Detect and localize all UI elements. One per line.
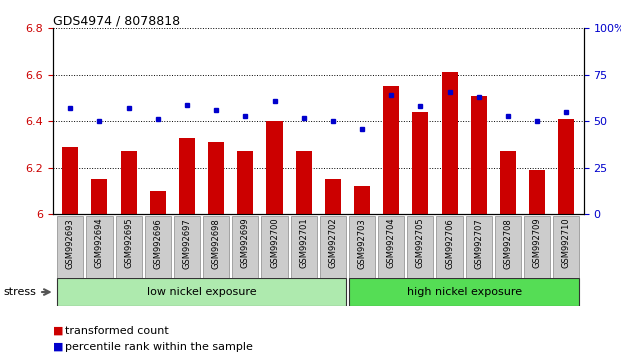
Bar (354, 186, 370, 214)
Bar (349, 278, 579, 306)
Bar (203, 216, 229, 278)
Text: GSM992707: GSM992707 (474, 218, 483, 269)
Text: GSM992710: GSM992710 (562, 218, 571, 268)
Text: GSM992696: GSM992696 (153, 218, 162, 269)
Bar (116, 216, 142, 278)
Text: GSM992693: GSM992693 (66, 218, 75, 269)
Text: GSM992701: GSM992701 (299, 218, 308, 268)
Bar (500, 152, 516, 214)
Text: GSM992709: GSM992709 (533, 218, 542, 268)
Text: GSM992705: GSM992705 (416, 218, 425, 268)
Bar (150, 191, 166, 214)
Bar (471, 96, 487, 214)
Bar (407, 216, 433, 278)
Bar (296, 152, 312, 214)
Bar (232, 216, 258, 278)
Bar (437, 216, 463, 278)
Bar (91, 179, 107, 214)
Bar (179, 137, 195, 214)
Bar (266, 121, 283, 214)
Bar (291, 216, 317, 278)
Bar (383, 86, 399, 214)
Text: GSM992695: GSM992695 (124, 218, 133, 268)
Text: GSM992698: GSM992698 (212, 218, 220, 269)
Bar (325, 179, 341, 214)
Text: GSM992697: GSM992697 (183, 218, 191, 269)
Text: GSM992704: GSM992704 (387, 218, 396, 268)
Bar (57, 216, 83, 278)
Text: GSM992700: GSM992700 (270, 218, 279, 268)
Text: GSM992702: GSM992702 (329, 218, 337, 268)
Text: ■: ■ (53, 342, 63, 352)
Bar (120, 152, 137, 214)
Bar (558, 119, 574, 214)
Text: GSM992708: GSM992708 (504, 218, 512, 269)
Text: GSM992703: GSM992703 (358, 218, 366, 269)
Bar (412, 112, 428, 214)
Bar (86, 216, 112, 278)
Text: transformed count: transformed count (65, 326, 169, 336)
Bar (145, 216, 171, 278)
Bar (320, 216, 346, 278)
Bar (57, 278, 346, 306)
Bar (349, 216, 375, 278)
Text: low nickel exposure: low nickel exposure (147, 287, 256, 297)
Bar (466, 216, 492, 278)
Text: high nickel exposure: high nickel exposure (407, 287, 522, 297)
Text: GSM992706: GSM992706 (445, 218, 454, 269)
Bar (529, 170, 545, 214)
Bar (553, 216, 579, 278)
Text: percentile rank within the sample: percentile rank within the sample (65, 342, 253, 352)
Bar (261, 216, 288, 278)
Text: ■: ■ (53, 326, 63, 336)
Bar (62, 147, 78, 214)
Bar (208, 142, 224, 214)
Bar (495, 216, 521, 278)
Bar (174, 216, 200, 278)
Text: GDS4974 / 8078818: GDS4974 / 8078818 (53, 14, 180, 27)
Bar (442, 73, 458, 214)
Bar (524, 216, 550, 278)
Text: GSM992699: GSM992699 (241, 218, 250, 268)
Bar (237, 152, 253, 214)
Text: stress: stress (3, 287, 36, 297)
Text: GSM992694: GSM992694 (95, 218, 104, 268)
Bar (378, 216, 404, 278)
